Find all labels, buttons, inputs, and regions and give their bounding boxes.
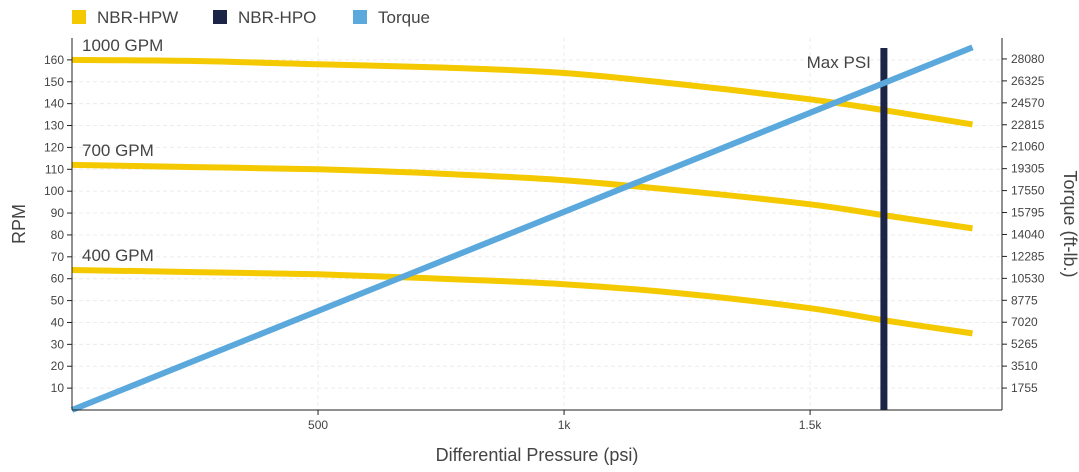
- y2-tick-label: 15795: [1011, 206, 1045, 220]
- x-tick-label: 500: [308, 418, 328, 432]
- y-tick-label: 140: [44, 97, 64, 111]
- y-tick-label: 100: [44, 184, 64, 198]
- legend-item-torque[interactable]: Torque: [353, 8, 430, 27]
- y2-tick-label: 17550: [1011, 184, 1045, 198]
- y2-tick-label: 1755: [1011, 381, 1038, 395]
- series-label-1000-gpm: 1000 GPM: [82, 36, 163, 55]
- y2-tick-label: 22815: [1011, 118, 1045, 132]
- y-tick-label: 120: [44, 140, 64, 154]
- x-axis-title: Differential Pressure (psi): [436, 445, 639, 465]
- x-tick-label: 1.5k: [799, 418, 823, 432]
- legend-swatch: [213, 10, 227, 24]
- y2-tick-label: 10530: [1011, 271, 1045, 285]
- series-line-700-gpm: [71, 161, 973, 232]
- y2-tick-label: 21060: [1011, 140, 1045, 154]
- series-line-1000-gpm: [71, 56, 973, 128]
- series-label-700-gpm: 700 GPM: [82, 141, 154, 160]
- y2-tick-label: 7020: [1011, 315, 1038, 329]
- y2-tick-label: 8775: [1011, 293, 1038, 307]
- y-axis-title: RPM: [9, 204, 29, 244]
- legend-label: NBR-HPW: [97, 8, 178, 27]
- y-tick-label: 80: [51, 228, 65, 242]
- max-psi-label: Max PSI: [807, 53, 871, 72]
- series-line-torque: [70, 44, 974, 413]
- y-tick-label: 90: [51, 206, 65, 220]
- legend-item-nbr-hpo[interactable]: NBR-HPO: [213, 8, 316, 27]
- y2-tick-label: 12285: [1011, 249, 1045, 263]
- y-tick-label: 60: [51, 272, 65, 286]
- legend-label: NBR-HPO: [238, 8, 316, 27]
- labels: 1000 GPM 700 GPM 400 GPM Max PSI: [82, 36, 871, 265]
- series-label-400-gpm: 400 GPM: [82, 246, 154, 265]
- axes: 10 20 30 40 50 60 70 80 90 100 110 120 130 140 150 160 1…: [9, 38, 1079, 465]
- y2-axis-title: Torque (ft-lb.): [1060, 170, 1079, 277]
- y2-tick-label: 5265: [1011, 337, 1038, 351]
- y-tick-label: 50: [51, 294, 65, 308]
- legend-item-nbr-hpw[interactable]: NBR-HPW: [72, 8, 178, 27]
- y-tick-label: 160: [44, 53, 64, 67]
- y-tick-label: 130: [44, 119, 64, 133]
- y-tick-label: 30: [51, 337, 65, 351]
- y2-tick-label: 14040: [1011, 227, 1045, 241]
- legend-label: Torque: [378, 8, 430, 27]
- y2-tick-label: 28080: [1011, 52, 1045, 66]
- grid: [72, 38, 1002, 410]
- y-tick-label: 10: [51, 381, 65, 395]
- series-layer: [70, 44, 974, 413]
- series-line-400-gpm: [71, 267, 973, 337]
- x-tick-label: 1k: [558, 418, 572, 432]
- y2-tick-label: 26325: [1011, 74, 1045, 88]
- y-tick-label: 70: [51, 250, 65, 264]
- legend-swatch: [72, 10, 86, 24]
- y2-tick-label: 3510: [1011, 359, 1038, 373]
- y-tick-label: 40: [51, 315, 65, 329]
- y-tick-label: 20: [51, 359, 65, 373]
- y2-tick-label: 24570: [1011, 96, 1045, 110]
- y-tick-label: 110: [45, 162, 64, 176]
- legend[interactable]: NBR-HPW NBR-HPO Torque: [72, 8, 430, 27]
- y2-tick-label: 19305: [1011, 162, 1045, 176]
- y-tick-label: 150: [44, 75, 64, 89]
- legend-swatch: [353, 10, 367, 24]
